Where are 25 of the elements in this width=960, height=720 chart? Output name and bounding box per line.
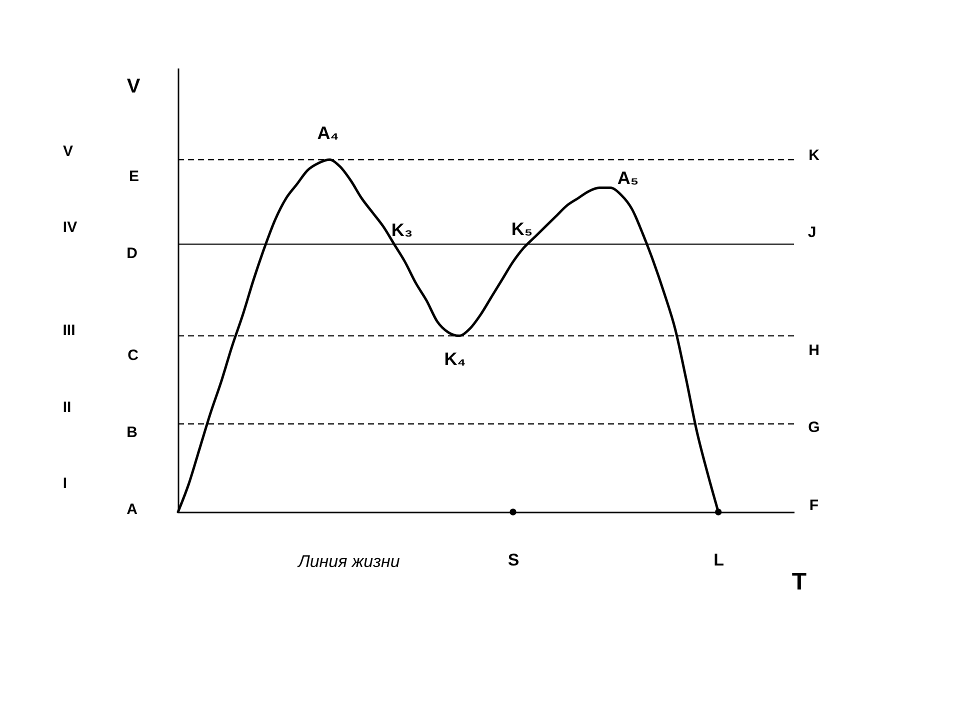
- text: G: [808, 419, 820, 436]
- annotation: A₅: [617, 168, 639, 188]
- text: I: [62, 475, 68, 492]
- annotation: K₃: [391, 220, 413, 240]
- y-axis-title: V: [126, 76, 141, 98]
- text: F: [809, 497, 819, 514]
- annotation: K₅: [511, 219, 533, 239]
- x-tick-label: S: [508, 550, 520, 570]
- text: V: [62, 143, 74, 160]
- text: E: [128, 168, 140, 185]
- text: III: [62, 322, 76, 339]
- text: II: [62, 399, 72, 416]
- text: B: [126, 424, 138, 441]
- x-tick-label: L: [714, 550, 724, 570]
- annotation: K₄: [444, 349, 466, 369]
- text: K: [808, 147, 820, 164]
- text: A: [126, 501, 138, 518]
- x-axis-title: T: [792, 568, 807, 596]
- text: J: [808, 224, 816, 241]
- text: D: [126, 245, 138, 262]
- text: Линия жизни: [297, 552, 400, 571]
- text: A₄: [317, 123, 339, 143]
- text: IV: [62, 219, 78, 236]
- text: H: [808, 342, 820, 359]
- text: C: [128, 347, 139, 364]
